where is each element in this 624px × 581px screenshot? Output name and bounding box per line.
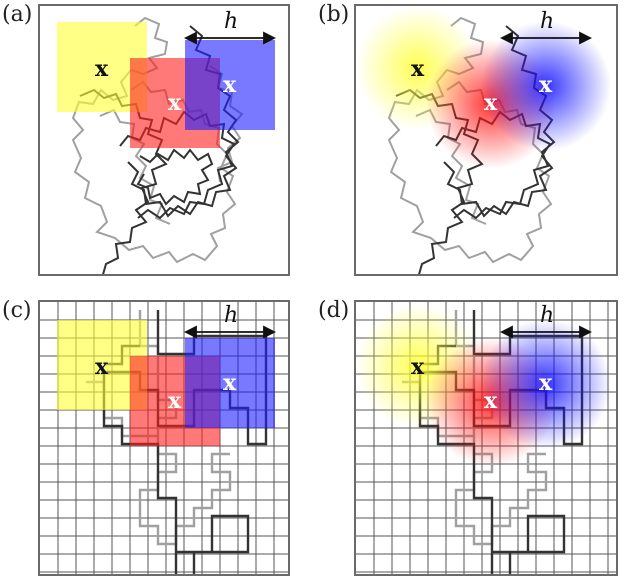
blue-kernel-c [185,338,275,428]
marker-blue-b: x [539,72,553,98]
marker-yellow-d: x [411,354,425,380]
marker-red-b: x [484,90,498,116]
panel-label-b: (b) [318,2,350,27]
blue-kernel-d [481,319,611,449]
marker-blue-c: x [223,370,237,396]
panel-c-figure: x x x h [40,302,288,574]
distance-arrow-b [499,31,593,45]
marker-red-d: x [484,388,498,414]
blue-kernel-b [481,21,611,151]
marker-yellow-a: x [95,56,109,82]
marker-yellow-c: x [95,354,109,380]
panel-label-a: (a) [2,2,33,27]
panel-label-d: (d) [318,298,350,323]
panel-d-figure: x x x h [356,302,616,574]
marker-blue-a: x [223,72,237,98]
panel-d: x x x h [354,300,618,576]
distance-label-c: h [224,303,238,328]
distance-arrow-c [183,325,277,339]
marker-red-a: x [168,90,182,116]
marker-blue-d: x [539,370,553,396]
distance-arrow-a [183,31,277,45]
marker-yellow-b: x [411,56,425,82]
panel-b: x x x h [354,4,618,276]
panel-b-figure: x x x h [356,6,611,274]
panel-a-figure: x x x h [57,9,277,274]
distance-arrow-d [499,325,593,339]
grid-c [40,302,288,574]
panel-label-c: (c) [2,298,32,323]
panel-a: x x x h [38,4,290,276]
blue-kernel-a [185,40,275,130]
distance-label-d: h [540,303,554,328]
distance-label-b: h [540,9,554,34]
marker-red-c: x [168,388,182,414]
distance-label-a: h [224,9,238,34]
panel-c: x x x h [38,300,290,576]
